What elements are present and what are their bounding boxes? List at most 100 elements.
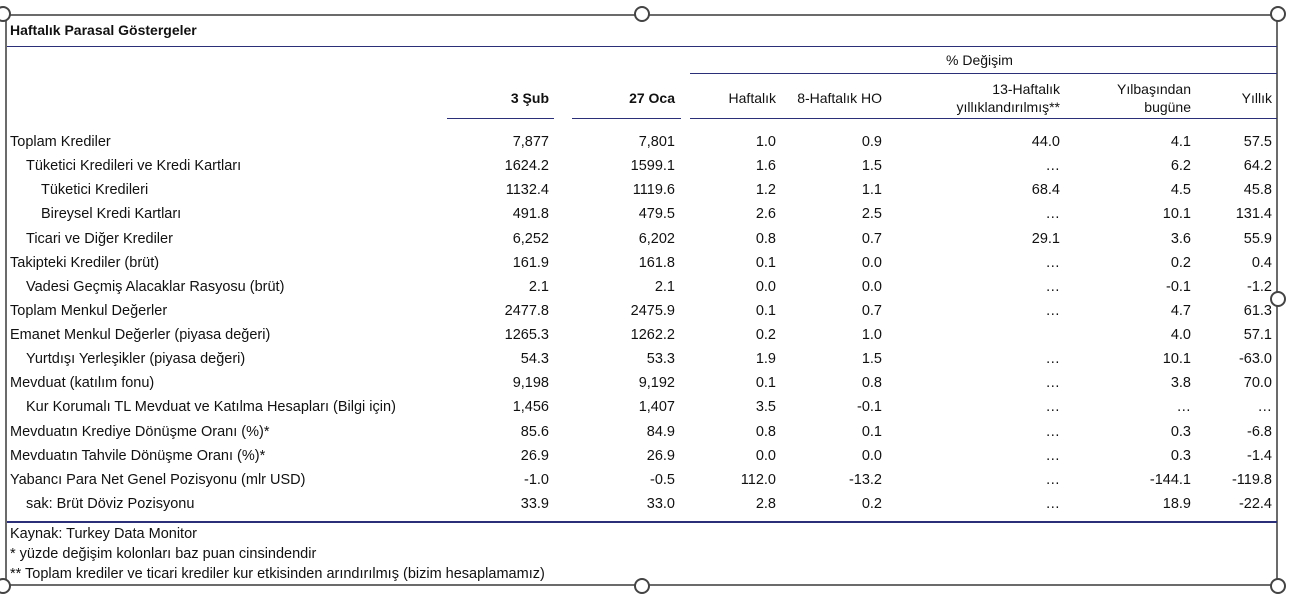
value-haftalik: 1.0 — [755, 134, 776, 150]
table-row: sak: Brüt Döviz Pozisyonu 33.9 33.0 2.8 0.2 …… — [0, 493, 1293, 515]
col-header-13haftalik-line1: 13-Haftalık — [992, 81, 1060, 97]
value-yillik: 57.1 — [1243, 327, 1272, 344]
value-ytd: 3.6 — [1170, 230, 1191, 247]
row-label: Bireysel Kredi Kartları — [41, 206, 182, 223]
value-ytd: 10.1 — [1162, 351, 1191, 368]
value-ytd: 4.5 — [1170, 182, 1191, 199]
value-27oca: 161.8 — [638, 254, 675, 271]
value-27oca: 479.5 — [638, 206, 675, 223]
value-13haftalik: … — [1045, 158, 1061, 175]
row-label: Kur Korumalı TL Mevduat ve Katılma Hesap… — [26, 399, 396, 416]
table-row: Toplam Menkul Değerler 2477.8 2475.9 0.1 0.7… — [0, 300, 1293, 322]
resize-handle-middle-right[interactable] — [1270, 291, 1286, 307]
value-3sub: -1.0 — [524, 471, 549, 488]
value-8haftalik: 0.0 — [861, 254, 882, 271]
value-yillik: 64.2 — [1243, 158, 1272, 175]
col-header-ytd-line1: Yılbaşından — [1117, 81, 1191, 97]
value-13haftalik: … — [1045, 471, 1061, 488]
value-13haftalik: 29.1 — [1031, 230, 1060, 247]
value-ytd: 6.2 — [1170, 158, 1191, 175]
resize-handle-top-center[interactable] — [634, 6, 650, 22]
value-8haftalik: 1.0 — [861, 327, 882, 344]
value-27oca: 9,192 — [638, 375, 675, 392]
col-header-3sub: 3 Şub — [510, 90, 549, 106]
row-label: Ticari ve Diğer Krediler — [26, 230, 173, 247]
footnote-source: Kaynak: Turkey Data Monitor — [10, 526, 197, 542]
value-yillik: 0.4 — [1251, 254, 1272, 271]
value-yillik: 70.0 — [1243, 375, 1272, 392]
value-27oca: 53.3 — [646, 351, 675, 368]
row-label: Yabancı Para Net Genel Pozisyonu (mlr US… — [10, 471, 306, 488]
resize-handle-bottom-center[interactable] — [634, 578, 650, 594]
footnote-fx-adjusted: ** Toplam krediler ve ticari krediler ku… — [10, 566, 545, 582]
row-label: Toplam Krediler — [10, 134, 111, 150]
table-row: Emanet Menkul Değerler (piyasa değeri) 12… — [0, 324, 1293, 346]
resize-handle-top-left[interactable] — [0, 6, 11, 22]
value-27oca: 1262.2 — [630, 327, 675, 344]
value-ytd: 0.3 — [1170, 423, 1191, 440]
table-bottom-rule — [7, 521, 1277, 523]
value-3sub: 1265.3 — [504, 327, 549, 344]
value-haftalik: 2.8 — [755, 495, 776, 512]
value-8haftalik: 2.5 — [861, 206, 882, 223]
col-header-13haftalik-line2: yıllıklandırılmış** — [956, 99, 1060, 115]
value-3sub: 491.8 — [512, 206, 549, 223]
value-8haftalik: 0.9 — [861, 134, 882, 150]
value-yillik: -22.4 — [1238, 495, 1272, 512]
value-27oca: 2475.9 — [630, 302, 675, 319]
row-label: Vadesi Geçmiş Alacaklar Rasyosu (brüt) — [26, 278, 285, 295]
value-8haftalik: 1.1 — [861, 182, 882, 199]
value-ytd: 4.7 — [1170, 302, 1191, 319]
col-header-yillik: Yıllık — [1241, 90, 1272, 106]
value-3sub: 54.3 — [520, 351, 549, 368]
value-3sub: 33.9 — [520, 495, 549, 512]
value-8haftalik: 0.0 — [861, 278, 882, 295]
value-3sub: 1132.4 — [505, 182, 549, 199]
value-3sub: 6,252 — [512, 230, 549, 247]
value-3sub: 1624.2 — [504, 158, 549, 175]
value-27oca: 7,801 — [638, 134, 675, 150]
value-3sub: 9,198 — [512, 375, 549, 392]
value-27oca: 26.9 — [646, 447, 675, 464]
row-label: Emanet Menkul Değerler (piyasa değeri) — [10, 327, 271, 344]
row-label: sak: Brüt Döviz Pozisyonu — [26, 495, 195, 512]
value-haftalik: 1.6 — [755, 158, 776, 175]
col-3sub-underline — [447, 118, 554, 119]
value-3sub: 26.9 — [520, 447, 549, 464]
value-8haftalik: 0.1 — [861, 423, 882, 440]
col-27oca-underline — [572, 118, 681, 119]
value-ytd: -144.1 — [1149, 471, 1191, 488]
value-haftalik: 2.6 — [755, 206, 776, 223]
resize-handle-bottom-left[interactable] — [0, 578, 11, 594]
value-27oca: 1599.1 — [630, 158, 675, 175]
row-label: Mevduatın Krediye Dönüşme Oranı (%)* — [10, 423, 270, 440]
value-yillik: … — [1257, 399, 1273, 416]
group-header-rule — [690, 73, 1277, 74]
value-yillik: -1.2 — [1247, 278, 1272, 295]
percent-change-group-header: % Değişim — [946, 52, 1013, 68]
value-8haftalik: 0.0 — [861, 447, 882, 464]
value-13haftalik: … — [1045, 375, 1061, 392]
resize-handle-bottom-right[interactable] — [1270, 578, 1286, 594]
value-haftalik: 1.2 — [755, 182, 776, 199]
row-label: Tüketici Kredileri ve Kredi Kartları — [26, 158, 242, 175]
value-yillik: -63.0 — [1238, 351, 1272, 368]
table-row: Vadesi Geçmiş Alacaklar Rasyosu (brüt) 2.… — [0, 276, 1293, 298]
value-haftalik: 0.8 — [755, 230, 776, 247]
value-13haftalik: … — [1045, 399, 1061, 416]
value-3sub: 161.9 — [512, 254, 549, 271]
value-3sub: 2477.8 — [504, 302, 549, 319]
value-haftalik: 1.9 — [755, 351, 776, 368]
value-ytd: … — [1176, 399, 1192, 416]
table-row: Takipteki Krediler (brüt) 161.9 161.8 0.1 0.… — [0, 252, 1293, 274]
value-13haftalik: … — [1045, 447, 1061, 464]
value-8haftalik: 0.7 — [861, 302, 882, 319]
table-row: Bireysel Kredi Kartları 491.8 479.5 2.6 2.5 …… — [0, 203, 1293, 225]
resize-handle-top-right[interactable] — [1270, 6, 1286, 22]
value-27oca: 33.0 — [646, 495, 675, 512]
col-header-ytd-line2: bugüne — [1144, 99, 1191, 115]
value-8haftalik: 1.5 — [861, 351, 882, 368]
value-yillik: 131.4 — [1235, 206, 1272, 223]
value-haftalik: 3.5 — [755, 399, 776, 416]
value-yillik: -119.8 — [1231, 471, 1272, 488]
